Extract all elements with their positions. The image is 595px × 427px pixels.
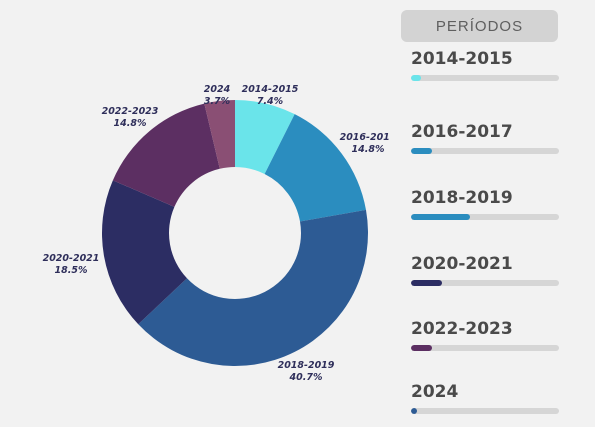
slice-label-2024: 2024 3.7% [204,84,231,107]
period-label: 2014-2015 [411,49,513,69]
period-bar-track [411,280,559,286]
period-bar-track [411,408,559,414]
slice-label-2014-2015: 2014-2015 7.4% [242,84,299,107]
period-label: 2024 [411,382,459,402]
period-label: 2022-2023 [411,319,513,339]
slice-label-2016-2017: 2016-201714.8% [340,132,390,155]
period-bar-track [411,148,559,154]
slice-2014-2015 [235,100,295,175]
legend-header: PERÍODOS [401,10,558,42]
period-bar-fill [411,214,471,220]
period-item-2020-2021: 2020-2021 [411,254,559,286]
period-item-2022-2023: 2022-2023 [411,319,559,351]
slice-2024 [204,100,235,169]
period-label: 2016-2017 [411,122,513,142]
period-item-2024: 2024 [411,382,559,414]
period-label: 2020-2021 [411,254,513,274]
period-bar-fill [411,280,443,286]
period-bar-fill [411,148,432,154]
slice-label-2018-2019: 2018-2019 40.7% [278,360,335,383]
period-bar-fill [411,408,417,414]
period-bar-fill [411,75,422,81]
slice-2022-2023 [112,103,220,207]
period-label: 2018-2019 [411,188,513,208]
period-bar-track [411,345,559,351]
legend-header-label: PERÍODOS [435,17,524,35]
slice-label-2022-2023: 2022-2023 14.8% [102,106,159,129]
slice-2020-2021 [102,180,187,325]
period-item-2014-2015: 2014-2015 [411,49,559,81]
period-item-2018-2019: 2018-2019 [411,188,559,220]
slice-2016-2017 [264,114,366,222]
period-bar-fill [411,345,432,351]
period-bar-track [411,214,559,220]
slice-2018-2019 [138,209,368,367]
period-item-2016-2017: 2016-2017 [411,122,559,154]
period-bar-track [411,75,559,81]
slice-label-2020-2021: 2020-2021 18.5% [43,253,100,276]
